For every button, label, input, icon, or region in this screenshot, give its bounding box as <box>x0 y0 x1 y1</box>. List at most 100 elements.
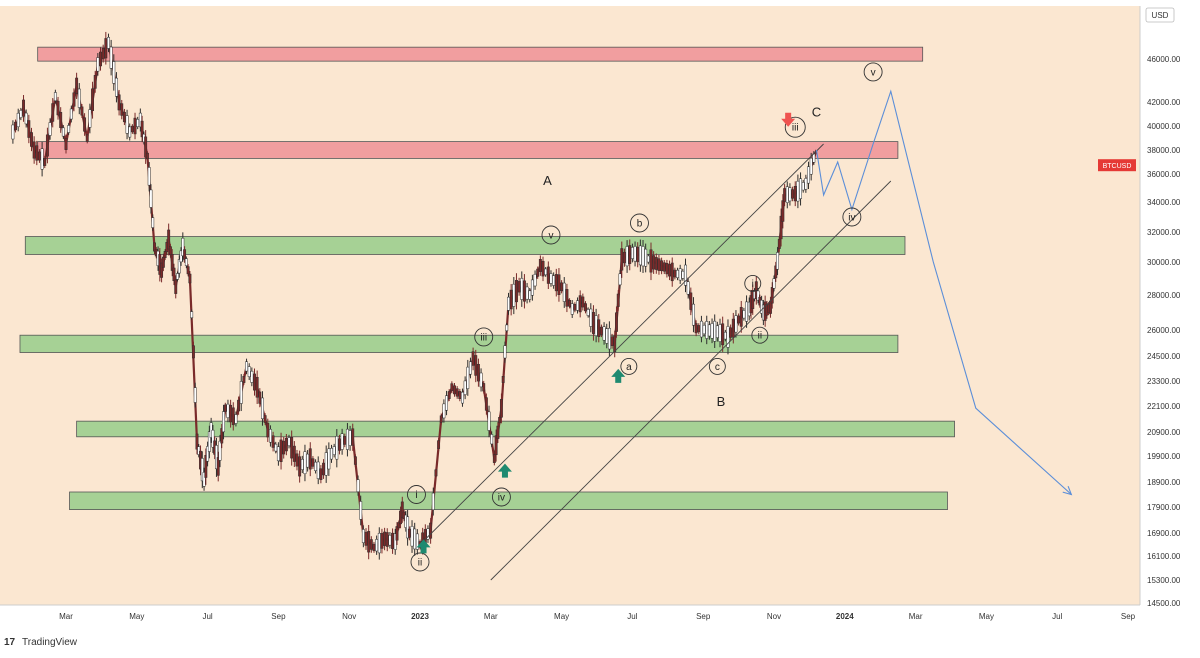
wave-label-ii: ii <box>751 326 769 344</box>
candle-body <box>578 295 582 313</box>
wave-text: iii <box>480 332 487 343</box>
candle-body <box>179 250 183 263</box>
candle-body <box>138 112 142 128</box>
candle-body <box>284 437 288 452</box>
support-zone-21000[interactable] <box>76 420 955 438</box>
candle-body <box>471 351 475 366</box>
candle-body <box>247 366 251 377</box>
support-zone-25000[interactable] <box>19 334 899 353</box>
candle-body <box>174 279 178 294</box>
channel-line-2[interactable] <box>490 180 892 581</box>
candle-body <box>751 290 755 309</box>
time-tick-label: Mar <box>59 612 73 621</box>
candle-body <box>400 501 404 518</box>
candle-body <box>592 312 595 334</box>
candle-body <box>195 433 199 450</box>
candle-body <box>552 275 556 286</box>
logo-text: TradingView <box>22 637 78 648</box>
candle-body <box>197 446 201 455</box>
wave-text: iv <box>498 493 505 504</box>
candle-body <box>734 315 738 333</box>
wave-circle <box>744 275 762 292</box>
time-tick-label: Nov <box>767 612 781 621</box>
candle-body <box>298 456 302 477</box>
candle-body <box>466 366 470 389</box>
candle-body <box>705 321 709 339</box>
candle-body <box>133 117 137 135</box>
candle-body <box>147 167 151 186</box>
candle-body <box>779 215 783 240</box>
resistance-zone-38000[interactable] <box>37 141 899 159</box>
candle-body <box>253 373 256 391</box>
price-tick-label: 23300.00 <box>1147 377 1181 386</box>
time-tick-label: Jul <box>202 612 212 621</box>
candle-body <box>742 310 746 319</box>
candle-body <box>678 268 682 281</box>
candle-body <box>306 453 310 468</box>
currency-box[interactable] <box>1145 7 1175 23</box>
price-tick-label: 16900.00 <box>1147 529 1181 538</box>
candle-body <box>348 430 352 446</box>
wave-label-i: i <box>407 485 426 504</box>
candle-body <box>80 106 84 116</box>
candle-body <box>242 375 246 383</box>
candle-body <box>517 281 521 293</box>
candle-body <box>581 296 585 308</box>
candle-body <box>715 325 719 338</box>
wave-text: a <box>626 362 632 373</box>
candle-body <box>697 325 701 333</box>
candle-body <box>40 148 44 170</box>
projection-path[interactable] <box>815 89 1072 495</box>
candle-body <box>261 397 264 419</box>
candle-body <box>397 522 401 529</box>
candle-body <box>276 446 280 462</box>
candle-body <box>161 256 165 268</box>
time-axis[interactable]: Mar May Jul Sep Nov 2023 Mar May Jul Sep Nov 2024 Ma… <box>59 612 1136 621</box>
candle-body <box>35 145 39 161</box>
wave-circle <box>708 357 726 375</box>
candle-body <box>788 187 792 202</box>
candle-body <box>218 440 222 461</box>
wave-label-v: v <box>863 62 883 82</box>
arrow-up-icon <box>497 463 512 478</box>
wave-text: i <box>415 490 417 501</box>
support-zone-31000[interactable] <box>24 236 906 255</box>
candle-body <box>528 290 532 300</box>
candle-body <box>774 265 778 279</box>
candle-body <box>644 248 648 267</box>
candle-body <box>356 479 360 493</box>
candle-body <box>654 257 658 270</box>
price-axis[interactable]: 14500.00 15300.00 16100.00 16900.00 17900.00… <box>1147 55 1181 608</box>
candle-body <box>731 318 735 338</box>
wave-text: iii <box>792 123 799 134</box>
candle-body <box>163 250 167 259</box>
candle-body <box>426 528 430 540</box>
candle-body <box>503 345 507 359</box>
arrow-up-icon <box>611 368 626 383</box>
candle-body <box>51 103 55 122</box>
candle-body <box>290 436 294 459</box>
support-zone-18000[interactable] <box>69 491 948 511</box>
candle-body <box>144 136 148 158</box>
projection-layer <box>815 89 1073 496</box>
candle-body <box>684 264 687 286</box>
candle-body <box>525 286 529 300</box>
candle-body <box>565 289 569 307</box>
candle-body <box>576 300 579 311</box>
channel-line-1[interactable] <box>419 143 824 545</box>
candle-body <box>170 253 174 271</box>
candle-body <box>19 110 23 118</box>
candle-body <box>391 532 395 549</box>
tradingview-logo[interactable]: 17 TradingView <box>4 637 78 648</box>
wave-label-iii: iii <box>474 327 494 347</box>
candle-body <box>30 132 33 147</box>
candle-body <box>618 273 622 286</box>
candle-body <box>107 37 110 49</box>
candle-body <box>130 125 134 133</box>
candle-body <box>91 88 94 112</box>
candle-body <box>56 100 60 116</box>
candle-body <box>258 391 262 404</box>
resistance-zone-46000[interactable] <box>37 46 924 62</box>
candle-body <box>83 117 87 132</box>
